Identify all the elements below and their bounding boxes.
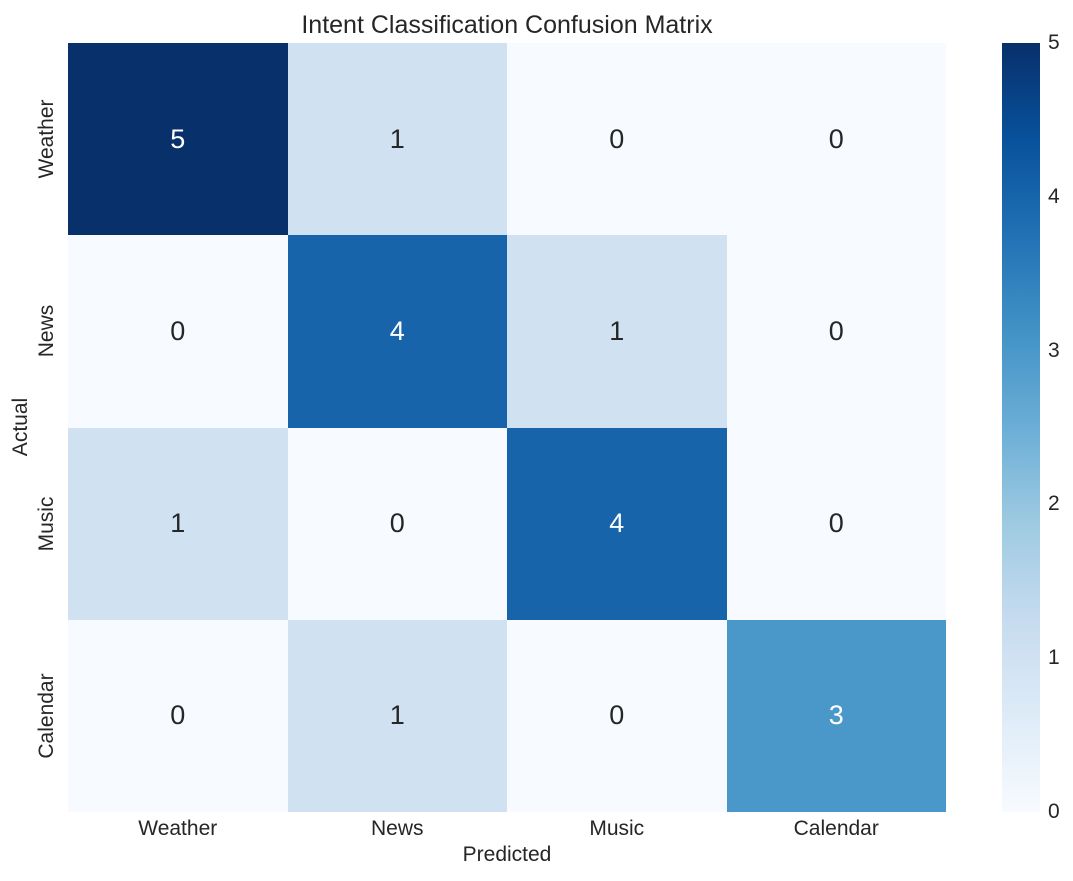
colorbar-gradient bbox=[1002, 43, 1040, 812]
colorbar-tick-label: 0 bbox=[1048, 800, 1060, 823]
heatmap-cell: 0 bbox=[68, 619, 288, 812]
x-tick-label: Music bbox=[589, 816, 645, 840]
heatmap-cell: 0 bbox=[726, 43, 946, 236]
heatmap-cell: 0 bbox=[287, 427, 507, 620]
colorbar-tick-label: 5 bbox=[1048, 31, 1060, 54]
y-axis-tick-labels: Weather News Music Calendar bbox=[28, 43, 66, 812]
heatmap-cell: 1 bbox=[287, 43, 507, 236]
heatmap-cell: 0 bbox=[726, 427, 946, 620]
y-tick-label: Calendar bbox=[35, 673, 58, 759]
colorbar-tick-label: 1 bbox=[1048, 646, 1060, 670]
x-tick-label: Calendar bbox=[793, 816, 879, 840]
x-axis-label: Predicted bbox=[462, 843, 552, 866]
colorbar-tick-labels: 0 1 2 3 4 5 bbox=[1048, 31, 1073, 823]
heatmap-cell: 0 bbox=[507, 619, 727, 812]
heatmap-cell: 0 bbox=[68, 235, 288, 428]
heatmap-cell: 1 bbox=[68, 427, 288, 620]
heatmap-cell: 4 bbox=[287, 235, 507, 428]
colorbar-tick-label: 4 bbox=[1048, 184, 1060, 208]
heatmap-cell: 1 bbox=[287, 619, 507, 812]
heatmap-cell: 0 bbox=[726, 235, 946, 428]
heatmap-cell: 4 bbox=[507, 427, 727, 620]
x-tick-label: News bbox=[370, 816, 424, 840]
x-tick-label: Weather bbox=[138, 816, 218, 840]
heatmap-cell: 1 bbox=[507, 235, 727, 428]
y-tick-label: Music bbox=[35, 496, 58, 552]
y-axis-label: Actual bbox=[9, 397, 32, 457]
y-tick-label: Weather bbox=[35, 99, 58, 179]
heatmap-cell: 3 bbox=[726, 619, 946, 812]
heatmap-cell: 0 bbox=[507, 43, 727, 236]
colorbar-tick-label: 3 bbox=[1048, 338, 1060, 362]
x-axis-tick-labels: Weather News Music Calendar bbox=[68, 812, 946, 845]
colorbar-tick-label: 2 bbox=[1048, 492, 1060, 516]
chart-title: Intent Classification Confusion Matrix bbox=[301, 11, 713, 39]
y-tick-label: News bbox=[35, 305, 58, 358]
heatmap-cell: 5 bbox=[68, 43, 288, 236]
